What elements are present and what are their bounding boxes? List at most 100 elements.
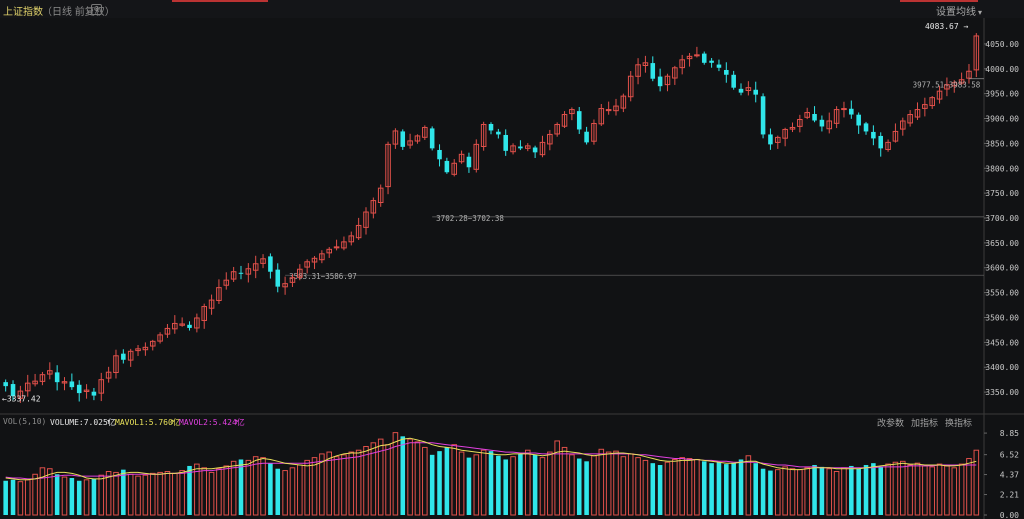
- candle-body: [414, 135, 421, 142]
- candle-body: [98, 379, 105, 394]
- candle-body: [333, 246, 340, 249]
- set-ma-button[interactable]: 设置均线 ▾: [935, 7, 982, 18]
- volume-bar: [245, 459, 252, 516]
- volume-bar: [252, 456, 259, 516]
- volume-bar: [907, 464, 913, 516]
- volume-bar: [826, 468, 833, 516]
- volume-bar: [532, 454, 538, 515]
- price-tick-label: 3350.00: [985, 388, 1019, 397]
- candle-body: [230, 271, 237, 280]
- candle-body: [576, 111, 582, 130]
- settings-icon[interactable]: ⚙: [91, 4, 102, 15]
- candle-body: [10, 384, 16, 397]
- volume-bar: [547, 451, 553, 516]
- candle-body: [841, 108, 847, 111]
- volume-bar: [724, 464, 729, 515]
- volume-bar: [437, 451, 442, 515]
- candle-body: [245, 268, 252, 275]
- volume-bar: [363, 446, 369, 516]
- volume-tick-label: 0.00: [1000, 511, 1019, 519]
- price-tick-label: 3700.00: [985, 214, 1019, 223]
- index-title[interactable]: 上证指数: [3, 7, 43, 18]
- volume-bar: [121, 469, 126, 515]
- volume-bar: [98, 474, 105, 516]
- candle-body: [584, 131, 589, 143]
- volume-bar: [958, 463, 965, 516]
- volume-bar: [268, 463, 273, 515]
- up-arrow-icon: ↑: [234, 417, 239, 426]
- price-tick-label: 3900.00: [985, 115, 1019, 124]
- volume-bar: [47, 468, 53, 516]
- volume-bar: [672, 458, 678, 516]
- candle-body: [826, 120, 833, 130]
- candle-body: [39, 374, 46, 382]
- candle-body: [753, 89, 759, 95]
- candle-body: [238, 272, 244, 274]
- candle-body: [863, 123, 869, 132]
- volume-bar: [503, 459, 508, 515]
- candle-body: [105, 371, 112, 379]
- volume-bar: [451, 444, 458, 516]
- volume-bar: [694, 458, 700, 516]
- candle-body: [738, 88, 744, 93]
- add-indicator-button[interactable]: 加指标: [910, 418, 938, 428]
- candle-body: [812, 113, 817, 121]
- volume-bar: [518, 453, 523, 515]
- candle-body: [370, 200, 377, 214]
- volume-bar: [127, 473, 134, 516]
- volume-bar: [569, 454, 575, 516]
- candle-body: [724, 69, 729, 75]
- switch-indicator-button[interactable]: 换指标: [944, 418, 972, 428]
- volume-tick-label: 2.21: [1000, 491, 1019, 500]
- candle-body: [17, 390, 24, 399]
- candle-body: [782, 128, 788, 139]
- volume-bar: [194, 463, 200, 516]
- candle-body: [466, 156, 472, 168]
- indicator-buttons: 改参数 加指标 换指标: [870, 416, 972, 429]
- candle-body: [745, 87, 752, 91]
- volume-bar: [135, 475, 141, 516]
- volume-bar: [856, 468, 861, 515]
- up-arrow-icon: ↑: [170, 417, 175, 426]
- candle-body: [849, 108, 854, 115]
- volume-bar: [223, 465, 230, 516]
- candle-body: [664, 75, 671, 86]
- volume-bar: [473, 454, 480, 516]
- candle-body: [804, 112, 810, 118]
- volume-bar: [524, 449, 531, 516]
- price-tick-label: 3450.00: [985, 338, 1019, 347]
- candle-body: [400, 131, 406, 147]
- volume-bar: [900, 460, 906, 516]
- volume-bar: [664, 461, 671, 516]
- change-params-button[interactable]: 改参数: [876, 418, 904, 428]
- candle-body: [149, 340, 156, 347]
- candle-body: [701, 53, 707, 63]
- volume-tick-label: 8.85: [1000, 429, 1019, 438]
- volume-bar: [627, 453, 634, 516]
- low-label: ←3337.42: [2, 394, 41, 403]
- up-arrow-icon: ↑: [106, 417, 111, 426]
- candle-body: [686, 55, 693, 60]
- volume-indicator-name[interactable]: VOL(5,10): [3, 417, 47, 426]
- candle-body: [179, 323, 185, 326]
- candle-body: [83, 389, 90, 392]
- candle-body: [694, 54, 700, 57]
- volume-bar: [392, 432, 399, 516]
- volume-bar: [488, 451, 494, 515]
- volume-bar: [429, 454, 435, 515]
- candle-body: [208, 299, 215, 309]
- candle-body: [3, 382, 8, 387]
- volume-bar: [797, 469, 803, 516]
- candle-body: [635, 64, 641, 77]
- volume-bar: [348, 451, 355, 516]
- candle-body: [929, 97, 935, 107]
- candle-body: [892, 130, 899, 142]
- volume-bar: [282, 470, 288, 516]
- volume-bar: [326, 451, 333, 516]
- candle-body: [944, 84, 950, 90]
- volume-bar: [642, 459, 649, 516]
- candle-body: [591, 122, 597, 142]
- volume-bar: [973, 449, 980, 516]
- candle-body: [348, 235, 355, 243]
